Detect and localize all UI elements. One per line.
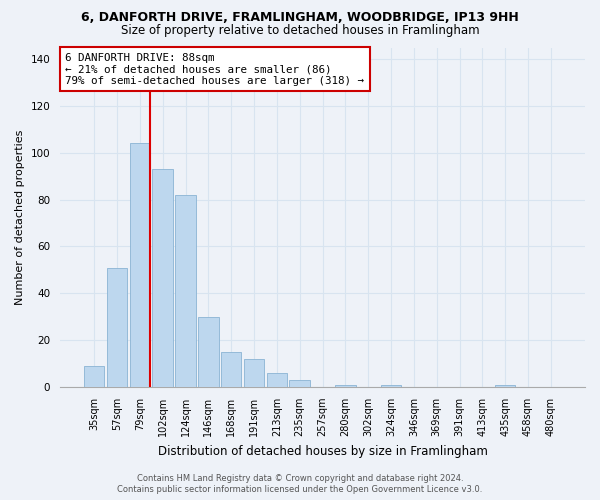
Bar	[381, 384, 401, 387]
Bar	[244, 359, 264, 387]
Bar	[130, 144, 150, 387]
Bar	[266, 373, 287, 387]
Bar	[84, 366, 104, 387]
Bar	[107, 268, 127, 387]
Bar	[335, 384, 356, 387]
Bar	[495, 384, 515, 387]
Text: 6 DANFORTH DRIVE: 88sqm
← 21% of detached houses are smaller (86)
79% of semi-de: 6 DANFORTH DRIVE: 88sqm ← 21% of detache…	[65, 52, 364, 86]
Bar	[152, 169, 173, 387]
Bar	[289, 380, 310, 387]
Text: Size of property relative to detached houses in Framlingham: Size of property relative to detached ho…	[121, 24, 479, 37]
Y-axis label: Number of detached properties: Number of detached properties	[15, 130, 25, 305]
Bar	[198, 316, 218, 387]
Text: Contains HM Land Registry data © Crown copyright and database right 2024.
Contai: Contains HM Land Registry data © Crown c…	[118, 474, 482, 494]
Text: 6, DANFORTH DRIVE, FRAMLINGHAM, WOODBRIDGE, IP13 9HH: 6, DANFORTH DRIVE, FRAMLINGHAM, WOODBRID…	[81, 11, 519, 24]
X-axis label: Distribution of detached houses by size in Framlingham: Distribution of detached houses by size …	[158, 444, 487, 458]
Bar	[175, 195, 196, 387]
Bar	[221, 352, 241, 387]
